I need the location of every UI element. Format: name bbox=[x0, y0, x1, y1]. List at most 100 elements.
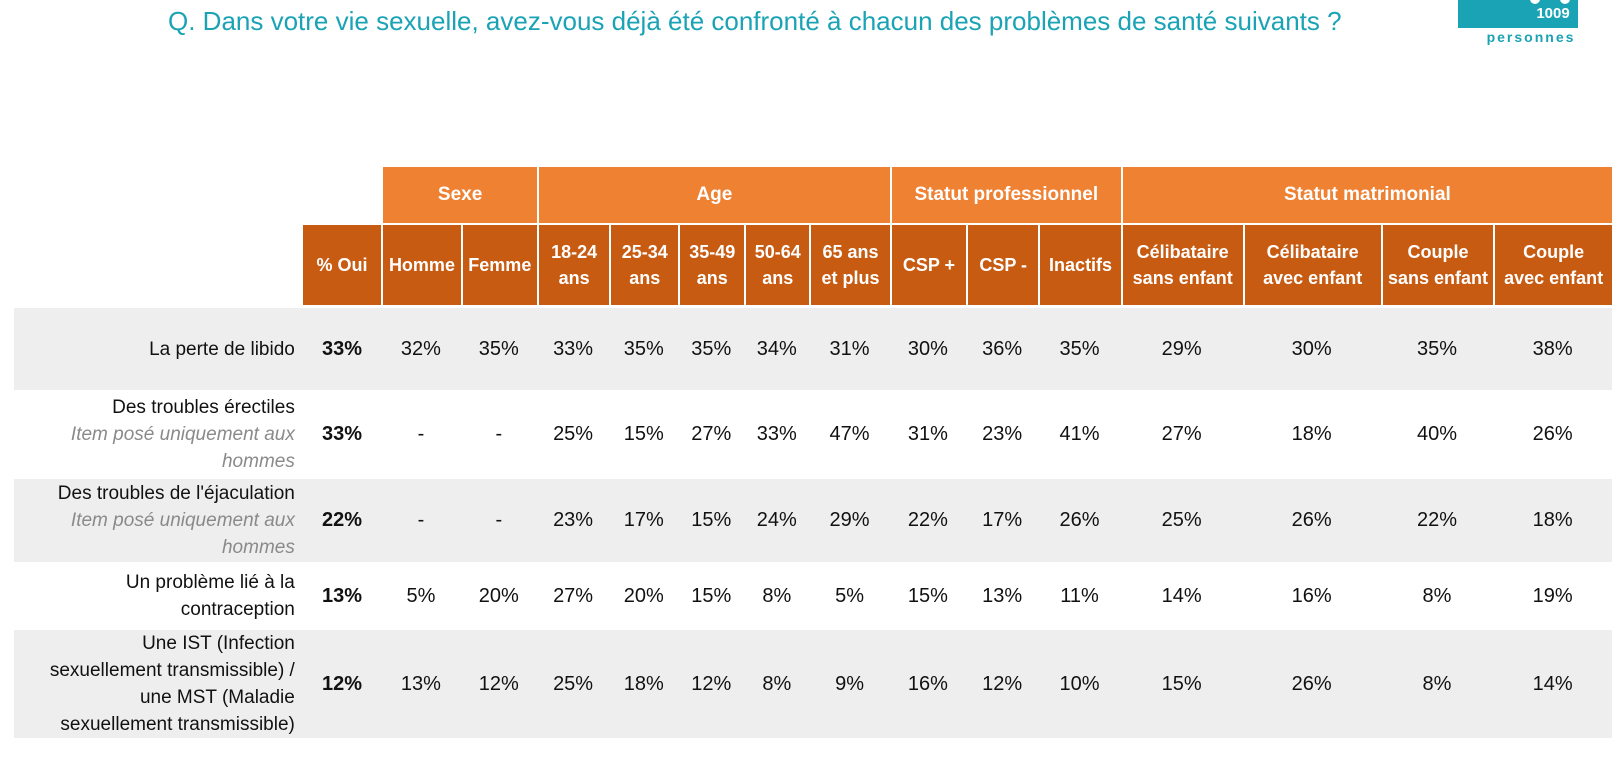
row-label-line: Un problème lié à la bbox=[125, 572, 295, 593]
sample-size-badge: 1009 personnes bbox=[1458, 0, 1608, 48]
cell-value: 33% bbox=[744, 390, 810, 476]
col-header-inactifs: Inactifs bbox=[1038, 223, 1121, 305]
cell-value: 22% bbox=[889, 476, 967, 562]
row-note-line: Item posé uniquement aux bbox=[70, 510, 295, 531]
table-row: Des troubles de l'éjaculation Item posé u… bbox=[14, 476, 1612, 562]
col-header-total: % Oui bbox=[302, 223, 382, 305]
cell-value: 29% bbox=[1120, 305, 1243, 390]
cell-value: 23% bbox=[536, 476, 610, 562]
cell-total-oui: 13% bbox=[302, 562, 382, 627]
row-label-line: La perte de libido bbox=[149, 338, 295, 360]
cell-value: 12% bbox=[966, 627, 1039, 738]
people-icon bbox=[1458, 0, 1578, 28]
col-header-celibataire-sans-enfant: Célibataire sans enfant bbox=[1120, 223, 1243, 305]
sample-label: personnes bbox=[1486, 29, 1576, 45]
cell-total-oui: 33% bbox=[302, 305, 382, 390]
cell-value: - bbox=[381, 390, 461, 476]
col-header-50-64: 50-64 ans bbox=[744, 223, 810, 305]
cell-value: 15% bbox=[609, 390, 679, 476]
cell-value: 29% bbox=[809, 476, 890, 562]
cell-value: 15% bbox=[1120, 627, 1243, 738]
cell-value: 12% bbox=[460, 627, 537, 738]
col-header-25-34: 25-34 ans bbox=[609, 223, 679, 305]
cell-value: - bbox=[381, 476, 461, 562]
cell-value: 9% bbox=[809, 627, 890, 738]
cell-value: 15% bbox=[889, 562, 967, 627]
row-label-line: Des troubles de l'éjaculation bbox=[57, 483, 295, 504]
col-header-csp-plus: CSP + bbox=[889, 223, 967, 305]
cell-value: 10% bbox=[1038, 627, 1121, 738]
cell-value: 25% bbox=[536, 390, 610, 476]
cell-value: 35% bbox=[678, 305, 745, 390]
col-header-couple-avec-enfant: Couple avec enfant bbox=[1493, 223, 1612, 305]
cell-value: 41% bbox=[1038, 390, 1121, 476]
cell-value: 47% bbox=[809, 390, 890, 476]
cell-value: 14% bbox=[1120, 562, 1243, 627]
cell-value: 8% bbox=[744, 562, 810, 627]
cell-value: 26% bbox=[1242, 627, 1381, 738]
cell-value: 34% bbox=[744, 305, 810, 390]
cell-value: 26% bbox=[1242, 476, 1381, 562]
row-note-line: hommes bbox=[221, 537, 295, 558]
cell-value: 27% bbox=[1120, 390, 1243, 476]
row-note-line: hommes bbox=[221, 451, 295, 472]
cell-value: 24% bbox=[744, 476, 810, 562]
row-label: Un problème lié à la contraception bbox=[14, 562, 303, 627]
cell-value: 22% bbox=[1380, 476, 1494, 562]
cell-value: 18% bbox=[1242, 390, 1381, 476]
cell-value: 25% bbox=[536, 627, 610, 738]
cell-value: 31% bbox=[809, 305, 890, 390]
question-title: Q. Dans votre vie sexuelle, avez-vous dé… bbox=[168, 6, 1342, 36]
group-header-sexe: Sexe bbox=[381, 167, 537, 223]
cell-value: 30% bbox=[1242, 305, 1381, 390]
cell-value: 17% bbox=[609, 476, 679, 562]
cell-value: 26% bbox=[1493, 390, 1612, 476]
cell-value: 8% bbox=[744, 627, 810, 738]
col-header-femme: Femme bbox=[460, 223, 537, 305]
cell-value: 14% bbox=[1493, 627, 1612, 738]
row-label-line: Des troubles érectiles bbox=[112, 397, 295, 418]
row-label-line: sexuellement transmissible) bbox=[60, 714, 295, 735]
group-header-age: Age bbox=[536, 167, 890, 223]
cell-value: 16% bbox=[1242, 562, 1381, 627]
col-header-65-plus: 65 ans et plus bbox=[809, 223, 890, 305]
cell-value: 15% bbox=[678, 562, 745, 627]
cell-value: 8% bbox=[1380, 627, 1494, 738]
cell-value: 16% bbox=[889, 627, 967, 738]
cell-value: 32% bbox=[381, 305, 461, 390]
row-label: Des troubles de l'éjaculation Item posé u… bbox=[14, 476, 303, 562]
table-row: Un problème lié à la contraception 13% 5% 20… bbox=[14, 562, 1612, 627]
cell-value: 27% bbox=[536, 562, 610, 627]
table-row: Des troubles érectiles Item posé uniqueme… bbox=[14, 390, 1612, 476]
cell-value: 15% bbox=[678, 476, 745, 562]
cell-value: 33% bbox=[536, 305, 610, 390]
cell-value: 30% bbox=[889, 305, 967, 390]
cell-value: 8% bbox=[1380, 562, 1494, 627]
col-header-csp-moins: CSP - bbox=[966, 223, 1039, 305]
cell-value: 35% bbox=[460, 305, 537, 390]
cell-value: 26% bbox=[1038, 476, 1121, 562]
cell-value: 23% bbox=[966, 390, 1039, 476]
table-row: Une IST (Infection sexuellement transmiss… bbox=[14, 627, 1612, 738]
cell-value: 19% bbox=[1493, 562, 1612, 627]
row-label: La perte de libido bbox=[14, 305, 303, 390]
cell-value: 35% bbox=[1380, 305, 1494, 390]
col-header-18-24: 18-24 ans bbox=[536, 223, 610, 305]
cell-value: 31% bbox=[889, 390, 967, 476]
cell-value: 11% bbox=[1038, 562, 1121, 627]
cell-value: 13% bbox=[381, 627, 461, 738]
cell-value: 17% bbox=[966, 476, 1039, 562]
col-header-celibataire-avec-enfant: Célibataire avec enfant bbox=[1242, 223, 1381, 305]
cell-value: 20% bbox=[460, 562, 537, 627]
row-label: Une IST (Infection sexuellement transmiss… bbox=[14, 627, 303, 738]
cell-value: 5% bbox=[809, 562, 890, 627]
row-label-line: sexuellement transmissible) / bbox=[49, 660, 295, 681]
cell-value: 20% bbox=[609, 562, 679, 627]
cell-value: 35% bbox=[1038, 305, 1121, 390]
group-header-statut-matrimonial: Statut matrimonial bbox=[1120, 167, 1612, 223]
cell-value: 25% bbox=[1120, 476, 1243, 562]
group-header-statut-professionnel: Statut professionnel bbox=[889, 167, 1121, 223]
col-header-couple-sans-enfant: Couple sans enfant bbox=[1380, 223, 1494, 305]
cell-total-oui: 12% bbox=[302, 627, 382, 738]
cell-value: 40% bbox=[1380, 390, 1494, 476]
